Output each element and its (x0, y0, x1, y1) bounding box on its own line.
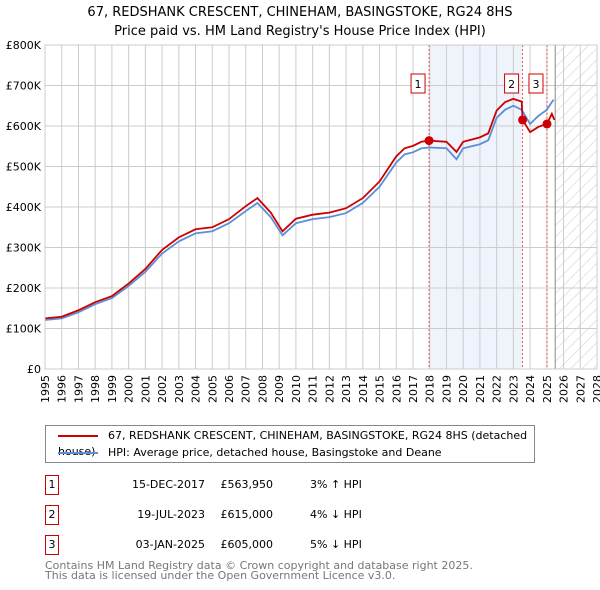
sale-price: £605,000 (220, 538, 274, 551)
legend-label: 67, REDSHANK CRESCENT, CHINEHAM, BASINGS… (58, 429, 528, 458)
sale-hpi-diff: 5% ↓ HPI (310, 538, 362, 551)
chart-title: 67, REDSHANK CRESCENT, CHINEHAM, BASINGS… (0, 3, 600, 41)
sale-label-box (504, 73, 520, 94)
x-tick-label: 2008 (256, 375, 269, 403)
sale-row: 2 19-JUL-2023 £615,000 4% ↓ HPI (45, 505, 545, 525)
footer: Contains HM Land Registry data © Crown c… (45, 559, 473, 582)
x-tick-label: 2015 (374, 375, 387, 403)
copyright-text: Contains HM Land Registry data © Crown c… (45, 559, 473, 572)
sale-label-box (528, 73, 544, 94)
y-tick-label: £800K (6, 39, 42, 52)
title-line: 67, REDSHANK CRESCENT, CHINEHAM, BASINGS… (87, 5, 513, 20)
x-tick-label: 2022 (491, 375, 504, 403)
x-tick-label: 2004 (190, 375, 203, 403)
y-tick-label: £0 (27, 363, 41, 376)
sale-point (542, 119, 552, 129)
property-price-line (44, 97, 556, 320)
sale-marker-badge: 3 (45, 535, 59, 555)
x-tick-label: 2000 (123, 375, 136, 403)
x-tick-label: 2001 (139, 375, 152, 403)
licence-text: This data is licensed under the Open Gov… (45, 569, 396, 582)
sale-label: 1 (415, 78, 422, 91)
x-tick-label: 2014 (357, 375, 370, 403)
x-tick-label: 2011 (307, 375, 320, 403)
legend: 67, REDSHANK CRESCENT, CHINEHAM, BASINGS… (45, 425, 535, 463)
x-tick-label: 1995 (39, 375, 52, 403)
x-tick-label: 2024 (524, 375, 537, 403)
sale-point (424, 136, 434, 146)
sale-label: 2 (508, 78, 515, 91)
sale-date: 15-DEC-2017 (131, 478, 205, 491)
sale-marker-badge: 2 (45, 505, 59, 525)
legend-label: HPI: Average price, detached house, Basi… (108, 446, 442, 459)
sale-point (518, 115, 528, 125)
y-tick-label: £400K (6, 201, 42, 214)
sale-row: 1 15-DEC-2017 £563,950 3% ↑ HPI (45, 475, 545, 495)
x-tick-label: 2021 (474, 375, 487, 403)
x-tick-label: 2006 (223, 375, 236, 403)
x-tick-label: 2020 (457, 375, 470, 403)
sale-date: 03-JAN-2025 (135, 538, 205, 551)
x-tick-label: 1999 (106, 375, 119, 403)
x-tick-label: 2005 (206, 375, 219, 403)
y-tick-label: £700K (6, 80, 42, 93)
x-tick-label: 2026 (558, 375, 571, 403)
x-tick-label: 2017 (407, 375, 420, 403)
sale-label-box (410, 73, 426, 94)
blue-line-swatch (58, 452, 98, 454)
x-tick-label: 1998 (89, 375, 102, 403)
sale-row: 3 03-JAN-2025 £605,000 5% ↓ HPI (45, 535, 545, 555)
x-tick-label: 2019 (440, 375, 453, 403)
x-tick-label: 2027 (574, 375, 587, 403)
x-tick-label: 2010 (290, 375, 303, 403)
x-tick-label: 2013 (340, 375, 353, 403)
x-tick-label: 2002 (156, 375, 169, 403)
x-tick-label: 2016 (390, 375, 403, 403)
price-chart: 1995 1996 1997 1998 1999 2000 2001 2002 2003 2004… (6, 39, 600, 403)
sale-price: £563,950 (220, 478, 274, 491)
legend-item-hpi: HPI: Average price, detached house, Basi… (58, 445, 442, 461)
sale-hpi-diff: 4% ↓ HPI (310, 508, 362, 521)
sale-marker-badge: 1 (45, 475, 59, 495)
sale-hpi-diff: 3% ↑ HPI (310, 478, 362, 491)
y-tick-label: £100K (6, 323, 42, 336)
hpi-line (44, 99, 555, 321)
x-tick-label: 1996 (56, 375, 69, 403)
plot-frame (44, 44, 598, 370)
y-tick-label: £500K (6, 161, 42, 174)
x-tick-label: 2009 (273, 375, 286, 403)
x-tick-label: 2007 (240, 375, 253, 403)
red-line-swatch (58, 435, 98, 437)
subtitle-line: Price paid vs. HM Land Registry's House … (114, 24, 486, 39)
sale-price: £615,000 (220, 508, 274, 521)
x-tick-label: 2025 (541, 375, 554, 403)
sale-label: 3 (532, 78, 539, 91)
x-tick-label: 1997 (72, 375, 85, 403)
x-tick-label: 2012 (323, 375, 336, 403)
x-tick-label: 2023 (507, 375, 520, 403)
y-tick-label: £600K (6, 120, 42, 133)
legend-item-property: 67, REDSHANK CRESCENT, CHINEHAM, BASINGS… (58, 428, 534, 458)
sale-date: 19-JUL-2023 (137, 508, 205, 521)
y-tick-label: £200K (6, 282, 42, 295)
x-tick-label: 2003 (173, 375, 186, 403)
y-tick-label: £300K (6, 242, 42, 255)
x-tick-label: 2028 (591, 375, 600, 403)
x-tick-label: 2018 (424, 375, 437, 403)
